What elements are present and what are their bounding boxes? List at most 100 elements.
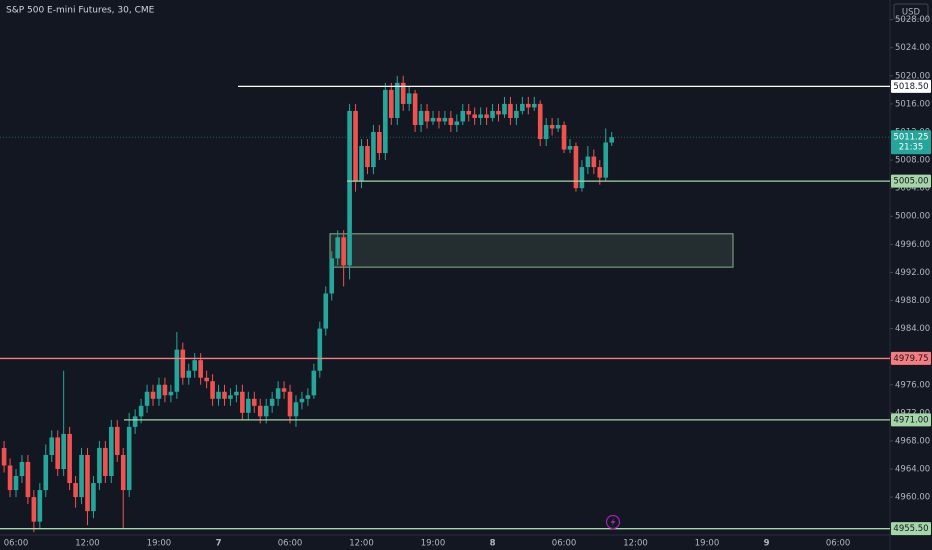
candle-body [85,454,90,512]
candle-body [299,398,305,403]
last-price-box [891,130,931,155]
x-tick-label: 06:00 [278,539,303,549]
candle-body [55,437,60,470]
candle-body [520,103,525,111]
candle-body [526,103,531,108]
candle-body [61,433,66,470]
candle-body [7,465,13,491]
candle-body [537,103,543,140]
candle-body [216,391,221,399]
candle-body [257,405,263,417]
candle-body [436,117,442,122]
candle-body [430,117,436,122]
candle-body [323,293,329,329]
x-tick-label: 19:00 [421,539,446,549]
candle-body [591,156,597,168]
currency-label[interactable]: USD [902,8,921,18]
candle-body [103,447,108,477]
x-tick-label: 12:00 [75,539,100,549]
candle-body [138,405,144,417]
candle-body [1,447,7,466]
candle-body [251,398,257,406]
candle-body [228,395,233,399]
candle-body [73,483,78,498]
candle-body [335,237,340,259]
candle-body [150,391,156,399]
candle-body [466,110,472,115]
y-tick-label: 5016.00 [895,99,930,109]
x-tick-label: 9 [764,539,770,549]
candle-body [109,426,114,477]
candle-body [549,124,555,129]
candle-body [31,497,37,522]
candle-body [472,114,477,118]
candle-body [222,391,227,399]
candle-body [246,398,251,413]
y-tick-label: 4992.00 [895,268,930,278]
level-label: 5005.00 [893,177,928,187]
candle-body [609,137,614,143]
candle-body [377,131,382,154]
candle-body [19,461,25,477]
candle-body [502,103,507,115]
candle-body [79,454,84,498]
y-tick-label: 5008.00 [895,156,930,166]
currency-button[interactable] [893,3,929,20]
candle-body [603,142,609,178]
x-tick-label: 19:00 [147,539,172,549]
candle-body [585,156,591,168]
candle-body [567,146,573,150]
candle-body [192,360,198,371]
level-label-box [891,79,931,93]
y-tick-label: 5000.00 [895,212,930,222]
candle-body [573,146,579,189]
x-tick-label: 12:00 [349,539,374,549]
candle-body [347,110,352,266]
candle-body [210,381,215,399]
plot-area [0,75,890,533]
candle-body [555,124,561,129]
level-label-box [891,413,931,427]
x-tick-label: 06:00 [552,539,577,549]
x-tick-label: 12:00 [623,539,648,549]
y-tick-label: 5020.00 [895,71,930,81]
candle-body [579,167,585,189]
candle-body [37,490,43,522]
candle-body [597,167,603,178]
candle-body [490,110,495,118]
y-tick-label: 4976.00 [895,380,930,390]
candle-body [484,114,489,118]
candle-body [174,349,180,392]
level-label-box [891,351,931,365]
alert-icon[interactable] [605,514,621,530]
candle-body [25,461,31,498]
candle-body [406,93,412,104]
candle-body [424,110,430,122]
candle-body [293,402,299,417]
y-tick-label: 5028.00 [895,15,930,25]
candle-body [120,454,126,491]
candle-body [531,103,537,108]
candle-body [132,416,138,427]
countdown-label: 21:35 [899,142,924,152]
candle-body [186,370,192,378]
level-label-box [891,522,931,536]
candle-body [508,103,513,118]
candle-body [168,391,174,396]
chart-title: S&P 500 E-mini Futures, 30, CME [6,6,155,16]
candle-body [329,258,335,294]
candle-body [49,437,55,455]
candle-body [162,384,168,396]
candle-body [543,124,549,140]
candle-body [454,121,460,125]
level-label: 5018.50 [893,82,928,92]
y-tick-label: 4988.00 [895,296,930,306]
candle-body [281,388,287,392]
y-tick-label: 4984.00 [895,324,930,334]
candle-body [448,117,454,125]
level-label: 4971.00 [893,415,928,425]
candle-body [240,391,245,413]
candle-body [198,360,203,378]
candle-body [412,93,418,125]
